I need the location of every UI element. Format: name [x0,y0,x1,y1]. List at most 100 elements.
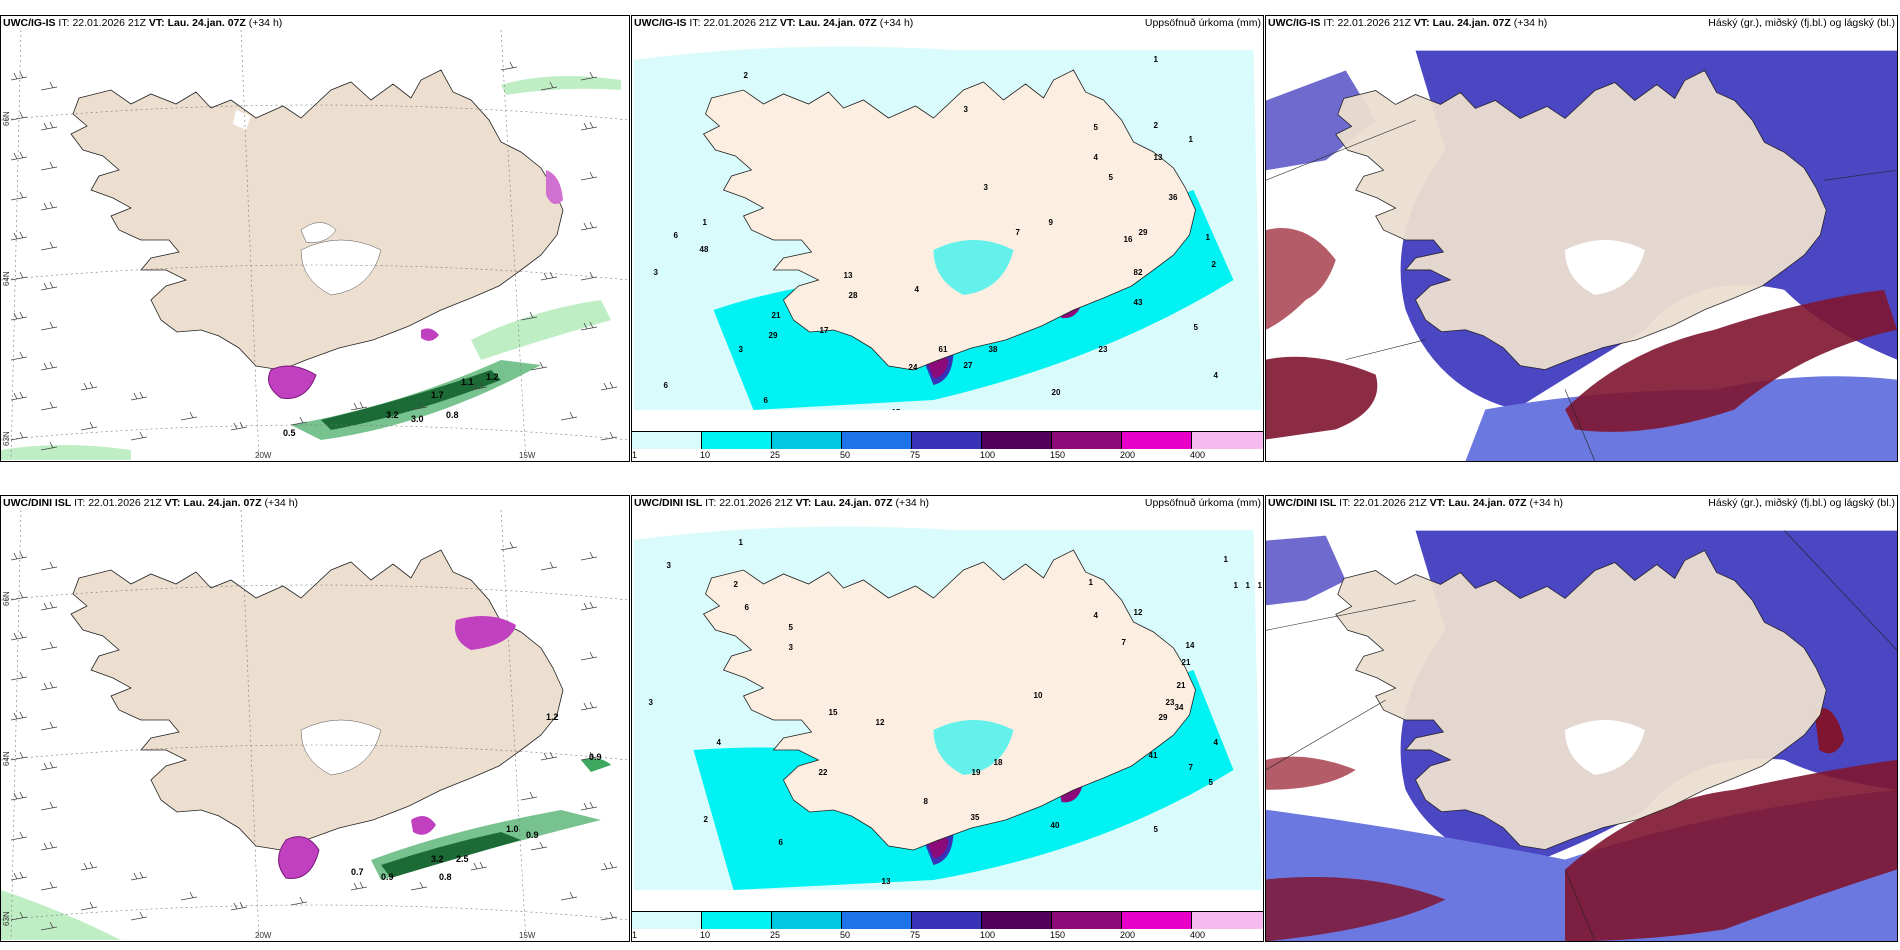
precip-core [421,328,439,341]
colorbar-segment [702,432,772,449]
lead-time: (+34 h) [1529,497,1564,509]
cloud-high [1266,877,1446,941]
precip-colorbar [632,911,1263,929]
coast-line [1266,120,1897,461]
precip-value: 3 [789,643,794,652]
colorbar-segment [772,912,842,929]
precip-value: 2 [704,815,709,824]
precip-value: 22 [819,768,828,777]
precip-value: 35 [971,813,980,822]
colorbar-tick: 10 [700,930,711,940]
model-label: UWC/IG-IS [1268,17,1321,29]
colorbar-segment [772,432,842,449]
precip-value: 2 [734,580,739,589]
wind-value: 0.8 [446,410,459,420]
cloud-high [1565,289,1897,432]
cloud-panel-row1: UWC/IG-IS IT: 22.01.2026 21Z VT: Lau. 24… [1265,15,1898,462]
precip-value: 13 [844,271,853,280]
colorbar-tick: 1 [632,450,638,460]
glacier [1565,240,1645,295]
precip-value: 15 [829,708,838,717]
lat-label: 66N [2,111,11,126]
lon-label: 15W [519,931,536,940]
precip-shade [933,720,1014,775]
precip-value: 1 [1206,233,1211,242]
colorbar-segment [1122,912,1192,929]
colorbar-tick: 400 [1190,450,1206,460]
precip-value: 36 [1169,193,1178,202]
precip-value: 6 [764,396,769,405]
precip-value: 4 [1214,738,1219,747]
precip-value: 1 [703,218,708,227]
glacier [300,719,382,776]
colorbar-segment [632,912,702,929]
colorbar-segment [842,432,912,449]
wind-value: 0.9 [526,830,539,840]
colorbar-tick: 10 [700,450,711,460]
it-value: 22.01.2026 21Z [72,17,146,29]
precip-title: Uppsöfnuð úrkoma (mm) [1144,17,1261,29]
precip-value: 1 [739,538,744,547]
wind-value: 1.2 [546,712,559,722]
precip-value: 9 [1049,218,1054,227]
precip-panel-title: UWC/IG-IS IT: 22.01.2026 21Z VT: Lau. 24… [634,17,913,29]
precip-value: 10 [1029,409,1038,410]
colorbar-segment [1192,432,1263,449]
precip-value: 38 [989,345,998,354]
coast-line [1266,530,1897,941]
colorbar-segment [982,432,1052,449]
colorbar-tick: 25 [770,450,781,460]
precip-value: 29 [1139,228,1148,237]
vt-value: Lau. 24.jan. 07Z [1448,497,1527,509]
colorbar-segment [1192,912,1263,929]
model-label: UWC/IG-IS [3,17,56,29]
precip-value: 1 [1189,135,1194,144]
precip-value: 3 [739,345,744,354]
vt-label: VT: [795,497,812,509]
wind-value: 1.0 [506,824,519,834]
cloud-low [1266,70,1376,171]
precip-value: 2 [1212,260,1217,269]
wind-panel-title: UWC/IG-IS IT: 22.01.2026 21Z VT: Lau. 24… [3,17,282,29]
precip-value: 82 [1134,268,1143,277]
wind-value: 1.7 [431,390,444,400]
vt-value: Lau. 24.jan. 07Z [814,497,893,509]
lat-label: 63N [2,431,11,446]
precip-core [268,365,317,400]
precip-value: 4 [1094,611,1099,620]
precip-value: 13 [882,877,891,886]
vt-value: Lau. 24.jan. 07Z [167,17,246,29]
cloud-high [1814,708,1845,754]
wind-shade-strong [321,370,501,430]
precip-value: 5 [1109,173,1114,182]
precip-panel-title: UWC/DINI ISL IT: 22.01.2026 21Z VT: Lau.… [634,497,929,509]
wind-map: 0.9 1.2 1.0 0.9 3.2 2.5 0.7 0.9 0.8 [1,510,629,940]
it-value: 22.01.2026 21Z [1353,497,1427,509]
precip-value: 1 [1154,55,1159,64]
it-label: IT: [1323,17,1335,29]
precip-shade [933,240,1014,295]
wind-value: 0.8 [439,872,452,882]
precip-value: 48 [700,245,709,254]
wind-value: 0.9 [381,872,394,882]
precip-value: 5 [1154,825,1159,834]
precip-core [455,616,516,650]
precip-value: 2 [744,71,749,80]
colorbar-segment [1052,432,1122,449]
lead-time: (+34 h) [895,497,930,509]
wind-value: 1.1 [461,377,474,387]
cloud-high [1266,756,1356,790]
precip-value: 3 [667,561,672,570]
cloud-low [1266,535,1346,606]
precip-value: 34 [1175,703,1184,712]
precip-value: 5 [1209,778,1214,787]
precip-value: 27 [964,361,973,370]
wind-value: 3.2 [431,854,444,864]
precip-value: 15 [892,408,901,410]
precip-value: 1 [1258,581,1263,590]
precip-value: 7 [1189,763,1194,772]
it-label: IT: [74,497,86,509]
colorbar-tick: 75 [910,450,921,460]
colorbar-tick: 50 [840,930,851,940]
colorbar-tick: 1 [632,930,638,940]
